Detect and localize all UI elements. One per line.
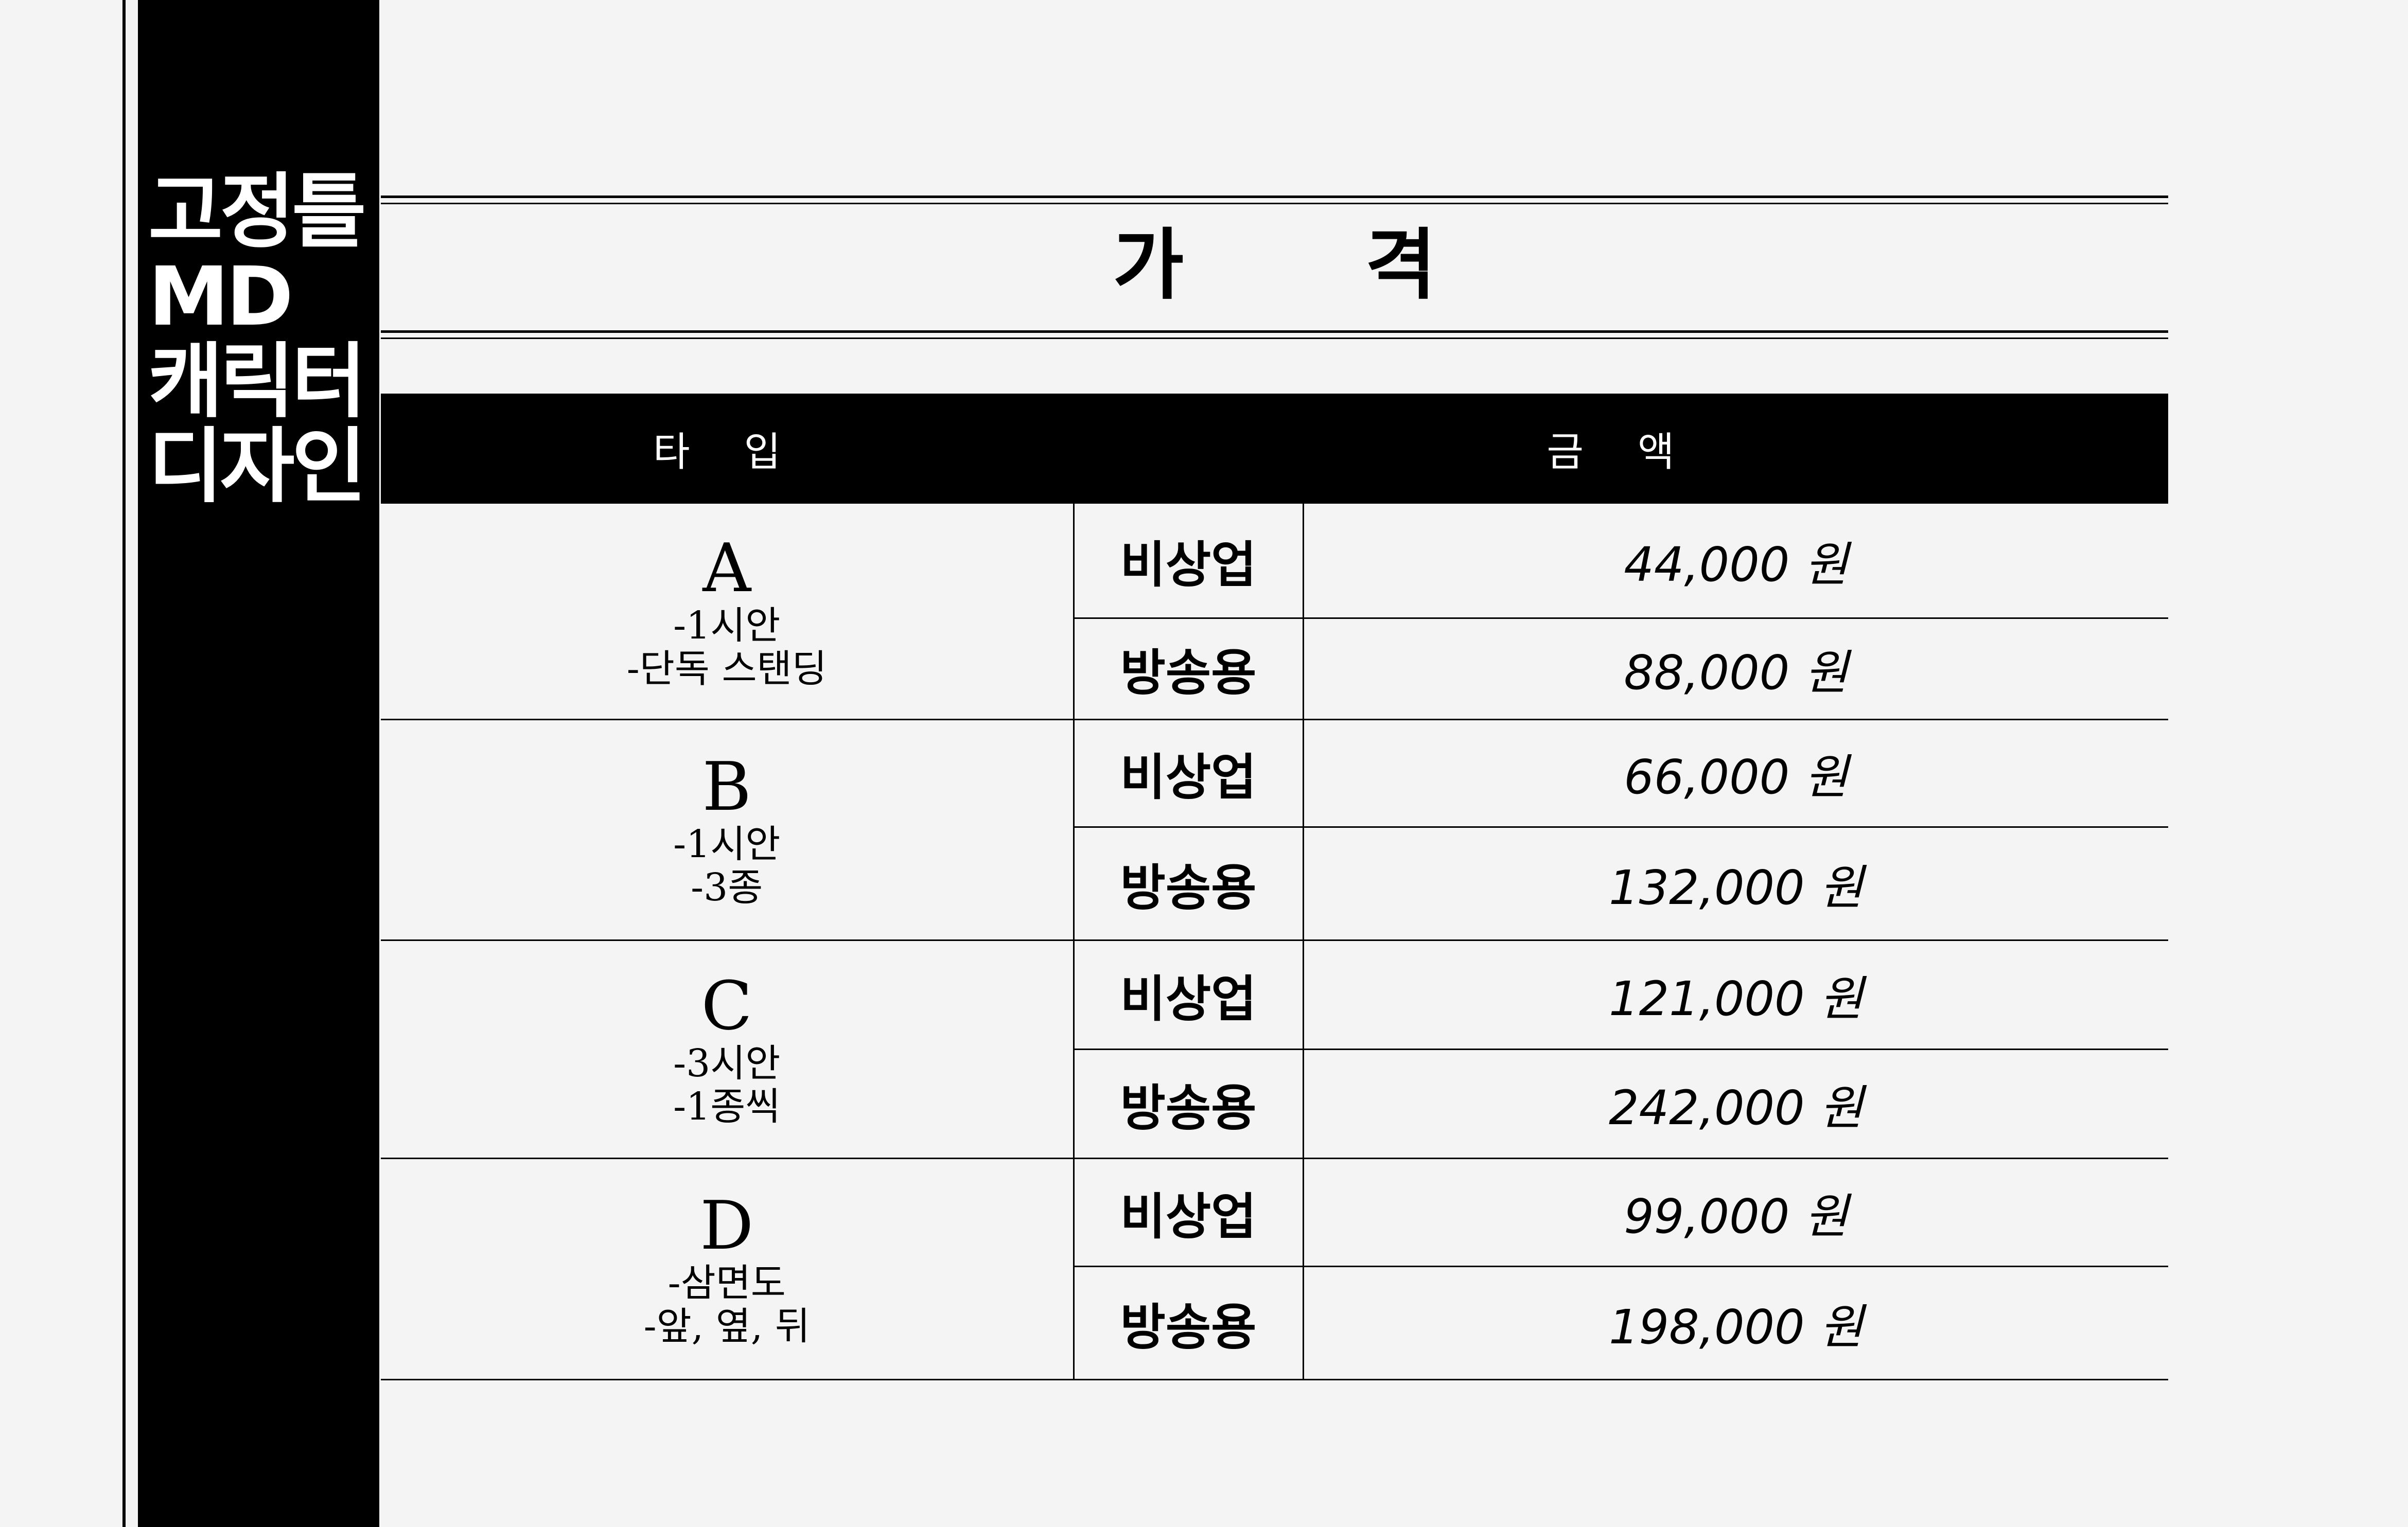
table-row: D -삼면도 -앞, 옆, 뒤 비상업 99,000 원 [381,1158,2169,1380]
sidebar-title-line-4: 디자인 [148,419,366,514]
amount-cell: 121,000 원 [1303,940,2169,1050]
title-top-rule-outer [381,196,2168,198]
type-desc-line: -1시안 [673,603,781,648]
type-desc-line: -삼면도 [667,1261,786,1305]
use-cell: 비상업 [1074,1158,1304,1267]
table-row: B -1시안 -3종 비상업 66,000 원 [381,719,2169,941]
title-bottom-rule-upper [381,330,2168,333]
amount-cell: 198,000 원 [1303,1266,2169,1380]
type-desc-line: -1종씩 [673,1085,781,1129]
type-desc-line: -1시안 [673,822,781,866]
header-type: 타 입 [381,394,1074,504]
type-cell: A -1시안 -단독 스탠딩 [381,504,1075,720]
amount-cell: 88,000 원 [1303,618,2169,720]
type-letter: A [702,528,751,607]
type-cell: C -3시안 -1종씩 [381,940,1075,1159]
sidebar-title-line-3: 캐릭터 [148,334,366,429]
table-row: A -1시안 -단독 스탠딩 비상업 44,000 원 [381,504,2169,720]
type-desc-line: -단독 스탠딩 [626,646,827,691]
left-border-line [122,0,126,1527]
table-row: 방송용 88,000 원 [381,618,2169,720]
sidebar-title-line-1: 고정틀 [148,165,366,259]
page-title-area: 가 격 [381,196,2168,340]
amount-cell: 242,000 원 [1303,1049,2169,1159]
use-cell: 방송용 [1074,618,1304,720]
use-cell: 방송용 [1074,827,1304,941]
use-cell: 비상업 [1074,719,1304,828]
sidebar: 고정틀 MD 캐릭터 디자인 [138,0,379,1527]
use-cell: 방송용 [1074,1049,1304,1159]
amount-cell: 99,000 원 [1303,1158,2169,1267]
title-top-rule-inner [381,203,2168,204]
type-letter: B [702,747,752,826]
type-letter: C [701,967,752,1045]
amount-cell: 132,000 원 [1303,827,2169,941]
header-amount: 금 액 [1074,394,2169,504]
table-header-row: 타 입 금 액 [381,394,2169,504]
type-desc-line: -3시안 [673,1041,781,1086]
sidebar-title-line-2: MD [148,250,293,344]
table-row: C -3시안 -1종씩 비상업 121,000 원 [381,940,2169,1159]
title-bottom-rule-lower [381,338,2168,339]
type-desc-line: -3종 [691,865,763,910]
page-title: 가 격 [1113,220,1514,310]
type-desc-line: -앞, 옆, 뒤 [643,1304,810,1348]
amount-cell: 44,000 원 [1303,504,2169,619]
table-row: 방송용 198,000 원 [381,1266,2169,1380]
use-cell: 비상업 [1074,940,1304,1050]
table-row: 방송용 242,000 원 [381,1049,2169,1159]
price-table: 타 입 금 액 A -1시안 -단독 스탠딩 비상업 44,000 원 방송용 … [381,394,2169,1380]
use-cell: 방송용 [1074,1266,1304,1380]
table-row: 방송용 132,000 원 [381,827,2169,941]
use-cell: 비상업 [1074,504,1304,619]
type-letter: D [700,1186,754,1265]
amount-cell: 66,000 원 [1303,719,2169,828]
sidebar-title: 고정틀 MD 캐릭터 디자인 [148,170,377,509]
type-cell: D -삼면도 -앞, 옆, 뒤 [381,1158,1075,1380]
type-cell: B -1시안 -3종 [381,719,1075,941]
